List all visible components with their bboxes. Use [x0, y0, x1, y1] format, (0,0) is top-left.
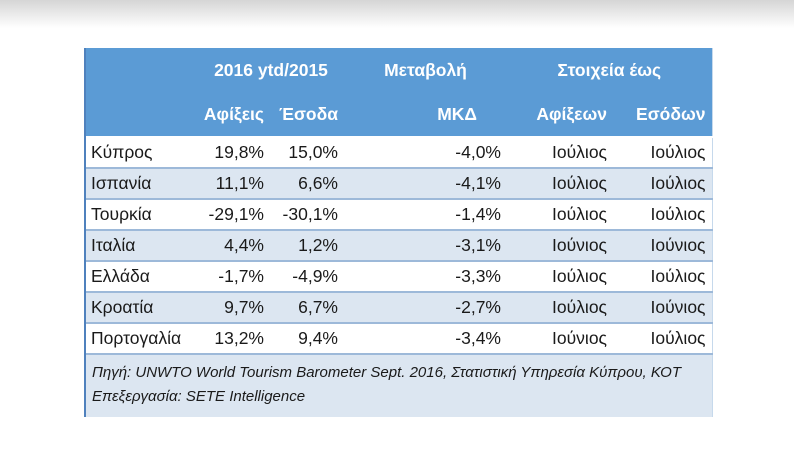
arrivals-month-cell: Ιούλιος [507, 260, 613, 292]
arrivals-cell: 11,1% [198, 167, 270, 199]
revenue-month-cell: Ιούλιος [613, 198, 712, 230]
country-cell: Ιταλία [86, 229, 198, 261]
corner-cell [86, 92, 198, 137]
table-row-kroatia: Κροατία 9,7% 6,7% -2,7% Ιούλιος Ιούνιος [86, 291, 712, 323]
table-row-italia: Ιταλία 4,4% 1,2% -3,1% Ιούνιος Ιούνιος [86, 229, 712, 261]
group-header-2016-ytd: 2016 ytd/2015 [198, 48, 344, 92]
table-header: 2016 ytd/2015 Μεταβολή Στοιχεία έως Αφίξ… [86, 48, 712, 137]
mkd-cell: -3,3% [344, 260, 507, 292]
country-cell: Ελλάδα [86, 260, 198, 292]
arrivals-cell: 4,4% [198, 229, 270, 261]
arrivals-month-cell: Ιούνιος [507, 322, 613, 354]
arrivals-cell: 19,8% [198, 136, 270, 168]
revenue-cell: 6,6% [270, 167, 344, 199]
corner-cell [86, 48, 198, 92]
column-header-afixeon: Αφίξεων [507, 92, 613, 137]
table-row-ellada: Ελλάδα -1,7% -4,9% -3,3% Ιούλιος Ιούλιος [86, 260, 712, 292]
mkd-cell: -3,1% [344, 229, 507, 261]
group-header-row: 2016 ytd/2015 Μεταβολή Στοιχεία έως [86, 48, 712, 92]
tourism-table-container: 2016 ytd/2015 Μεταβολή Στοιχεία έως Αφίξ… [84, 48, 714, 417]
revenue-cell: 15,0% [270, 136, 344, 168]
revenue-month-cell: Ιούνιος [613, 229, 712, 261]
table-body: Κύπρος 19,8% 15,0% -4,0% Ιούλιος Ιούλιος… [86, 136, 712, 354]
arrivals-cell: 13,2% [198, 322, 270, 354]
processing-line: Επεξεργασία: SETE Intelligence [92, 388, 306, 405]
column-header-mkd: ΜΚΔ [344, 92, 507, 137]
arrivals-cell: 9,7% [198, 291, 270, 323]
table-row-portogalia: Πορτογαλία 13,2% 9,4% -3,4% Ιούνιος Ιούλ… [86, 322, 712, 354]
arrivals-month-cell: Ιούλιος [507, 136, 613, 168]
revenue-cell: -30,1% [270, 198, 344, 230]
group-header-stoixeia-eos: Στοιχεία έως [507, 48, 712, 92]
arrivals-cell: -29,1% [198, 198, 270, 230]
country-cell: Ισπανία [86, 167, 198, 199]
column-header-afixeis: Αφίξεις [198, 92, 270, 137]
table-footer: Πηγή: UNWTO World Tourism Barometer Sept… [86, 353, 712, 417]
revenue-month-cell: Ιούλιος [613, 167, 712, 199]
source-note: Πηγή: UNWTO World Tourism Barometer Sept… [86, 353, 712, 417]
column-header-esoda: Έσοδα [270, 92, 344, 137]
revenue-cell: 1,2% [270, 229, 344, 261]
mkd-cell: -3,4% [344, 322, 507, 354]
revenue-cell: -4,9% [270, 260, 344, 292]
mkd-cell: -2,7% [344, 291, 507, 323]
mkd-cell: -4,1% [344, 167, 507, 199]
mkd-cell: -4,0% [344, 136, 507, 168]
country-cell: Κύπρος [86, 136, 198, 168]
arrivals-month-cell: Ιούλιος [507, 291, 613, 323]
column-header-esodon: Εσόδων [613, 92, 712, 137]
revenue-month-cell: Ιούνιος [613, 291, 712, 323]
top-gradient-band [0, 0, 794, 28]
revenue-month-cell: Ιούλιος [613, 260, 712, 292]
revenue-cell: 6,7% [270, 291, 344, 323]
country-cell: Πορτογαλία [86, 322, 198, 354]
table-row-kypros: Κύπρος 19,8% 15,0% -4,0% Ιούλιος Ιούλιος [86, 136, 712, 168]
revenue-month-cell: Ιούλιος [613, 322, 712, 354]
revenue-cell: 9,4% [270, 322, 344, 354]
column-header-row: Αφίξεις Έσοδα ΜΚΔ Αφίξεων Εσόδων [86, 92, 712, 137]
tourism-stats-table: 2016 ytd/2015 Μεταβολή Στοιχεία έως Αφίξ… [86, 48, 713, 417]
mkd-cell: -1,4% [344, 198, 507, 230]
arrivals-cell: -1,7% [198, 260, 270, 292]
table-row-ispania: Ισπανία 11,1% 6,6% -4,1% Ιούλιος Ιούλιος [86, 167, 712, 199]
source-note-row: Πηγή: UNWTO World Tourism Barometer Sept… [86, 353, 712, 417]
group-header-metavoli: Μεταβολή [344, 48, 507, 92]
country-cell: Τουρκία [86, 198, 198, 230]
source-line: Πηγή: UNWTO World Tourism Barometer Sept… [92, 364, 682, 381]
table-row-tourkia: Τουρκία -29,1% -30,1% -1,4% Ιούλιος Ιούλ… [86, 198, 712, 230]
arrivals-month-cell: Ιούλιος [507, 198, 613, 230]
arrivals-month-cell: Ιούνιος [507, 229, 613, 261]
revenue-month-cell: Ιούλιος [613, 136, 712, 168]
country-cell: Κροατία [86, 291, 198, 323]
arrivals-month-cell: Ιούλιος [507, 167, 613, 199]
